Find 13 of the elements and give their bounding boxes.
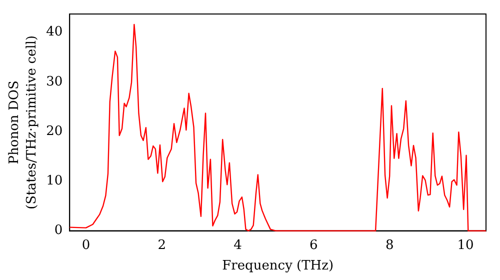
y-tick-label: 10 [46, 174, 63, 189]
x-tick-label: 0 [82, 238, 90, 253]
y-tick-label: 30 [46, 74, 63, 90]
x-tick-label: 8 [385, 238, 394, 253]
x-tick-label: 6 [310, 238, 318, 253]
y-axis-title: Phonon DOS (States/THz·primitive cell) [7, 35, 40, 210]
y-tick-label: 20 [46, 124, 63, 139]
x-tick-label: 10 [457, 238, 474, 253]
x-tick-label: 4 [234, 238, 242, 253]
x-axis-title: Frequency (THz) [222, 258, 334, 274]
x-tick-label: 2 [158, 238, 166, 253]
y-tick-label: 40 [46, 24, 63, 40]
y-tick-label: 0 [54, 223, 63, 238]
